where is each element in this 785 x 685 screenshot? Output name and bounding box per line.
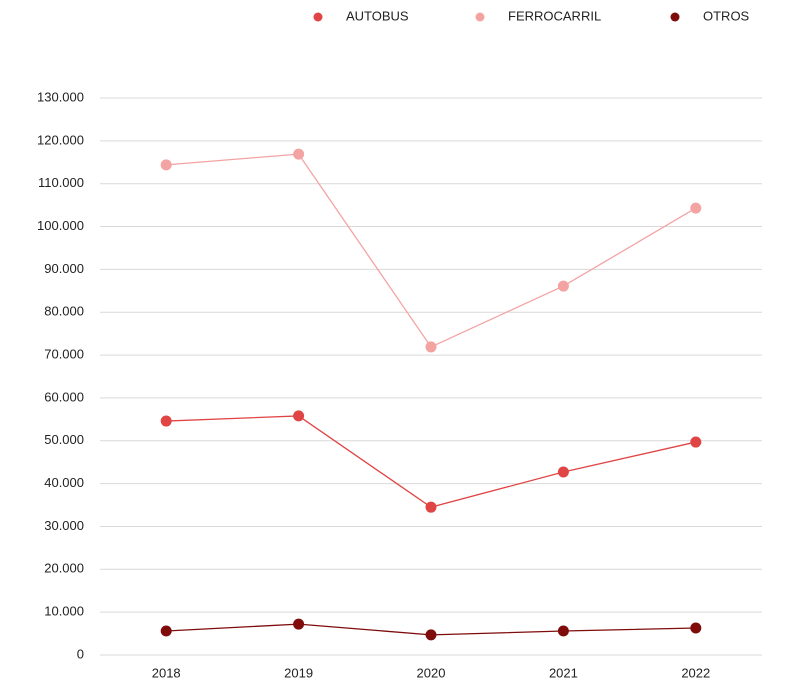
legend-marker — [313, 12, 323, 22]
data-point — [425, 341, 437, 353]
data-point — [557, 280, 569, 292]
data-point — [293, 148, 305, 160]
y-tick-label: 70.000 — [44, 347, 84, 362]
y-tick-label: 10.000 — [44, 604, 84, 619]
x-tick-label: 2019 — [284, 665, 313, 680]
data-point — [293, 618, 305, 630]
legend-label: AUTOBUS — [346, 8, 409, 23]
data-point — [557, 625, 569, 637]
x-tick-label: 2018 — [152, 665, 181, 680]
y-tick-label: 120.000 — [37, 132, 84, 147]
data-point — [425, 501, 437, 513]
data-point — [690, 436, 702, 448]
x-tick-label: 2022 — [681, 665, 710, 680]
y-tick-label: 60.000 — [44, 389, 84, 404]
legend-marker — [670, 12, 680, 22]
legend-label: OTROS — [703, 8, 750, 23]
series-line — [166, 415, 696, 508]
y-tick-label: 50.000 — [44, 432, 84, 447]
x-tick-label: 2021 — [549, 665, 578, 680]
y-tick-label: 130.000 — [37, 89, 84, 104]
series-line — [166, 153, 697, 348]
data-point — [160, 625, 172, 637]
y-tick-label: 110.000 — [38, 175, 84, 190]
y-tick-label: 40.000 — [44, 475, 84, 490]
x-tick-label: 2020 — [417, 665, 446, 680]
y-tick-label: 0 — [77, 646, 84, 661]
y-tick-label: 20.000 — [44, 561, 84, 576]
y-tick-label: 80.000 — [44, 304, 84, 319]
data-point — [557, 466, 569, 478]
data-point — [690, 202, 702, 214]
data-point — [293, 410, 305, 422]
data-point — [425, 629, 437, 641]
y-tick-label: 90.000 — [44, 261, 84, 276]
data-point — [160, 415, 172, 427]
y-tick-label: 30.000 — [44, 518, 84, 533]
legend-label: FERROCARRIL — [508, 8, 601, 23]
y-tick-label: 100.000 — [37, 218, 84, 233]
data-point — [690, 622, 702, 634]
data-point — [160, 159, 172, 171]
legend-marker — [475, 12, 485, 22]
